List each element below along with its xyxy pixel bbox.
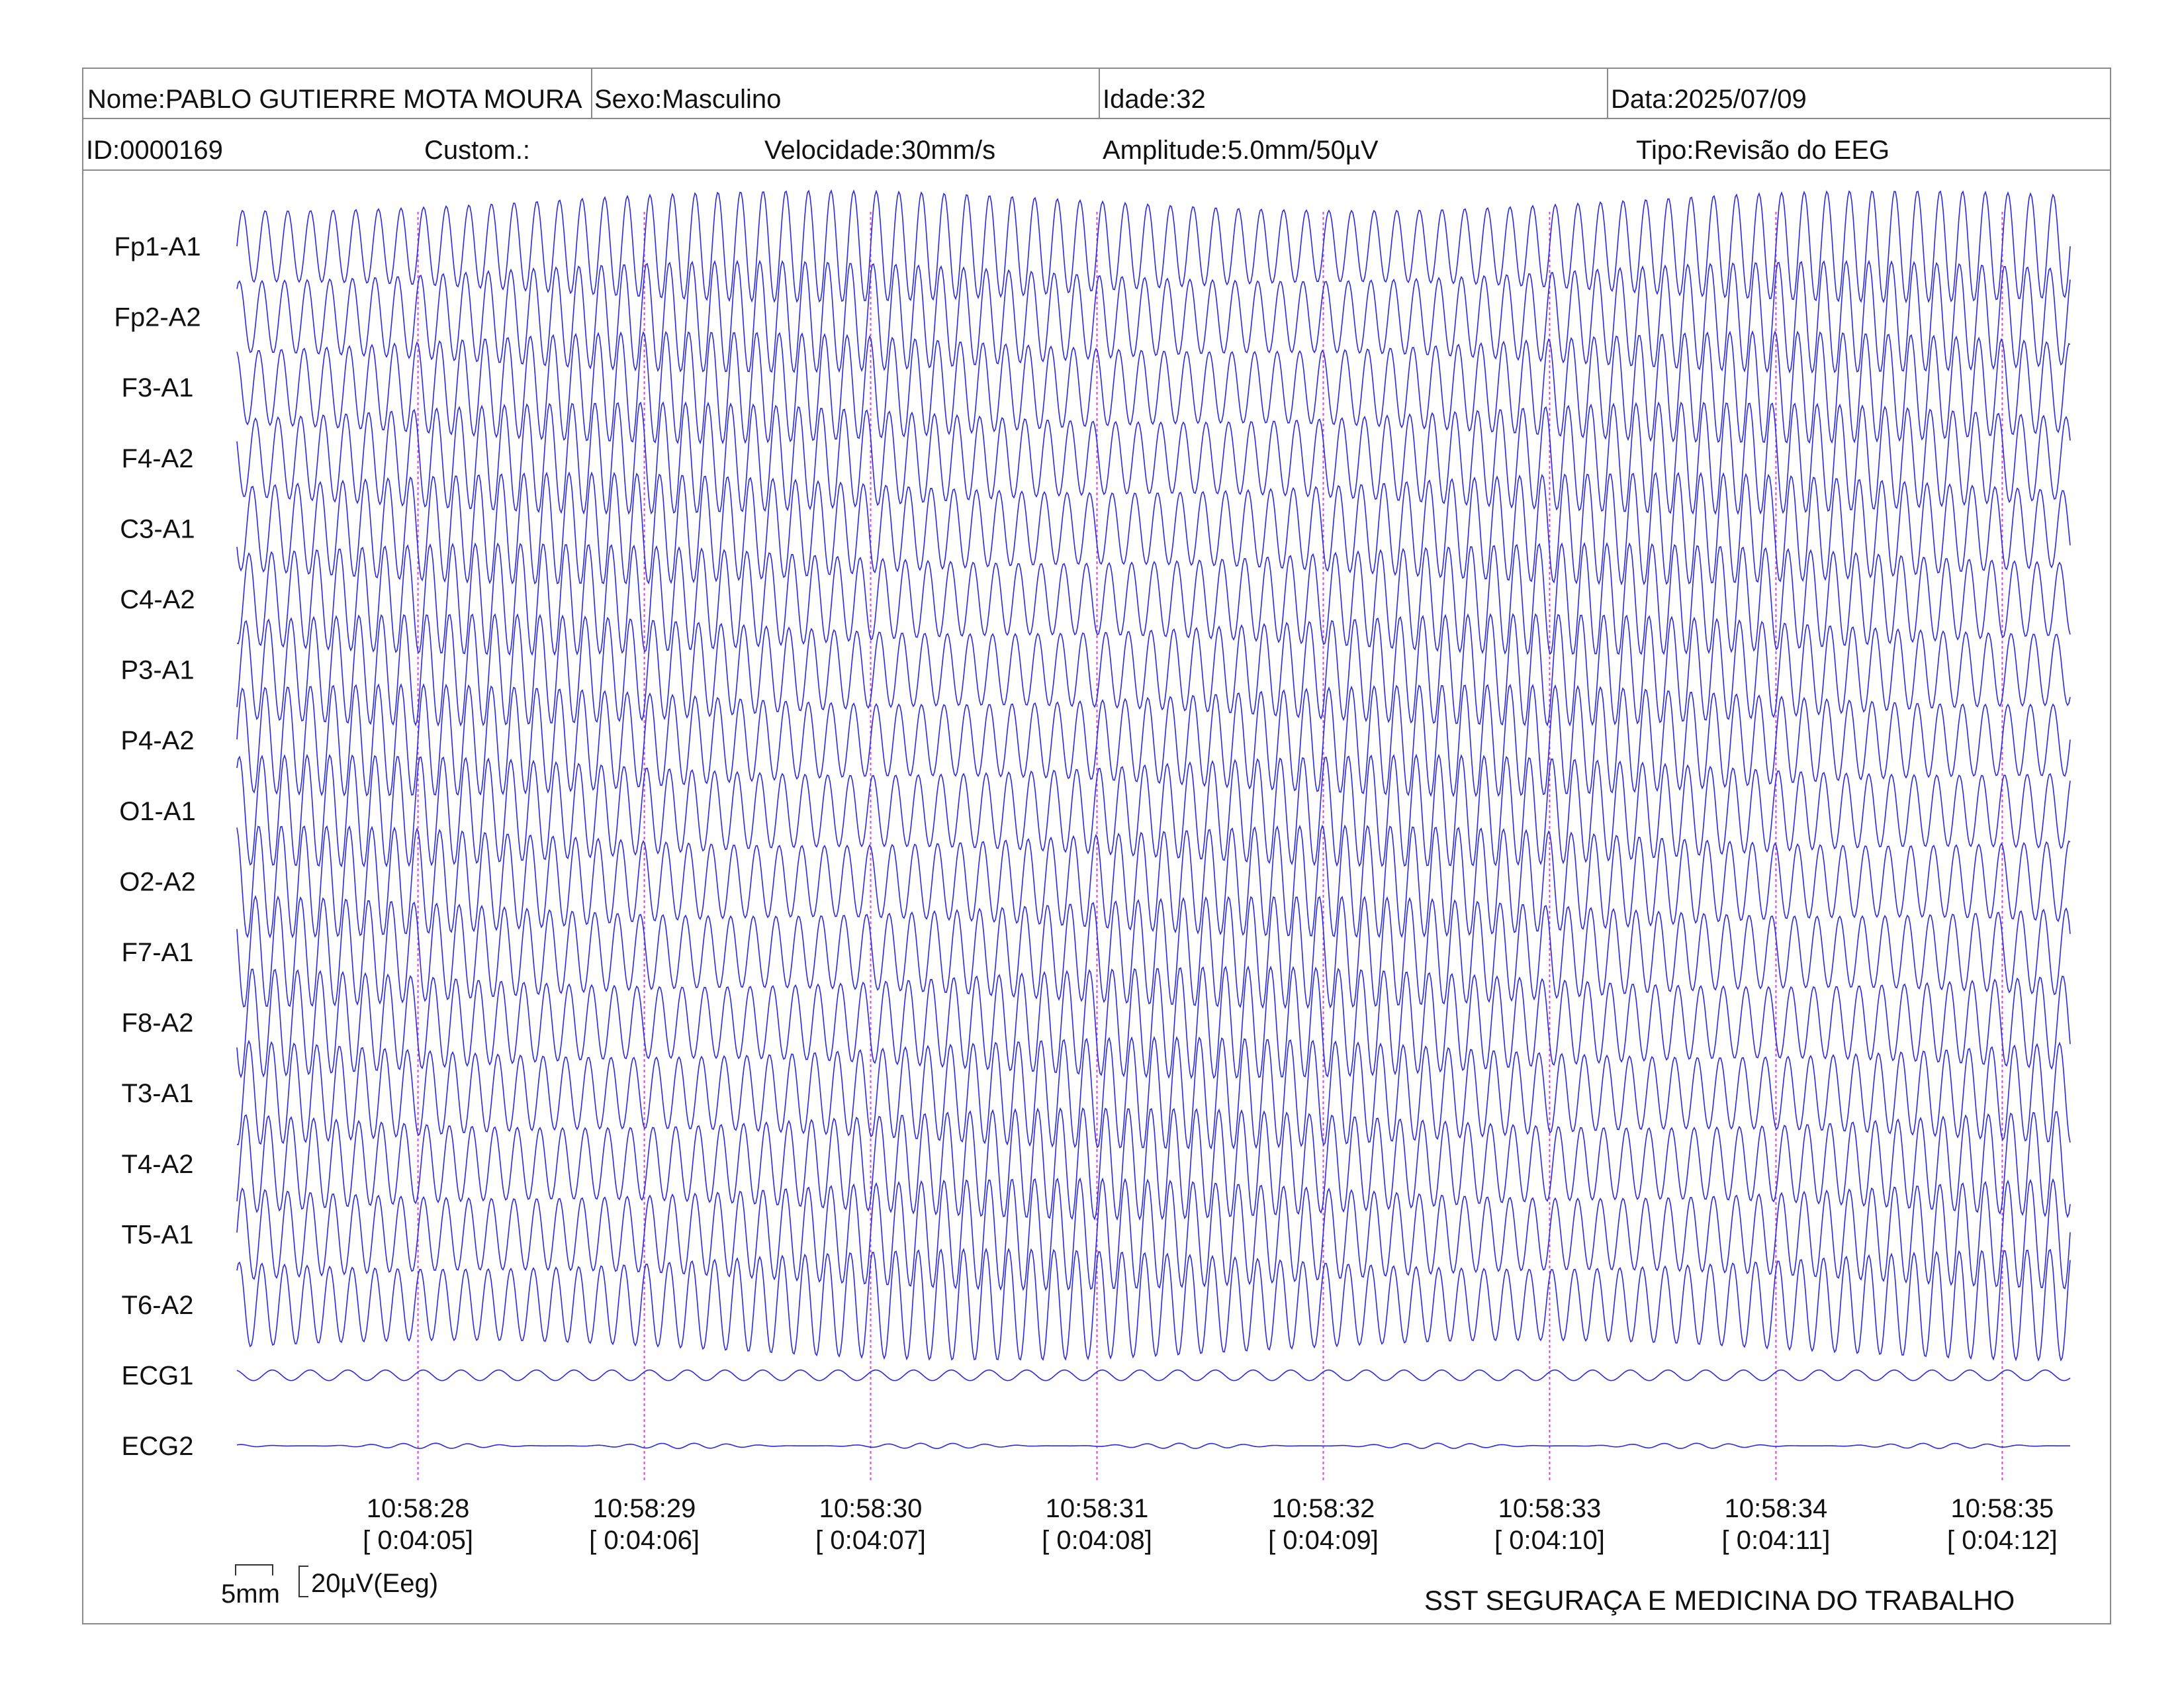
channel-trace xyxy=(236,824,2071,939)
channel-label: T6-A2 xyxy=(122,1291,194,1320)
channel-label: F3-A1 xyxy=(122,373,194,402)
channel-trace xyxy=(236,541,2071,657)
channel-trace xyxy=(236,1442,2070,1450)
calibration-amp-mark xyxy=(298,1566,308,1597)
time-tick-clock: 10:58:31 xyxy=(1046,1494,1149,1523)
channel-label: F4-A2 xyxy=(122,444,194,473)
time-tick-clock: 10:58:32 xyxy=(1272,1494,1375,1523)
calibration-marks xyxy=(235,1564,308,1597)
channel-label: ECG2 xyxy=(122,1432,194,1461)
channel-label: C3-A1 xyxy=(120,514,195,543)
paper-speed: Velocidade:30mm/s xyxy=(764,136,996,165)
time-tick-elapsed: [ 0:04:05] xyxy=(363,1526,473,1555)
channel-label: P3-A1 xyxy=(120,656,194,685)
time-tick-elapsed: [ 0:04:12] xyxy=(1947,1526,2058,1555)
channel-trace xyxy=(236,1369,2071,1382)
patient-id: ID:0000169 xyxy=(86,136,223,165)
time-tick-labels: 10:58:28 [ 0:04:05] 10:58:29 [ 0:04:06] 10:5… xyxy=(363,1494,2058,1555)
channel-label: ECG1 xyxy=(122,1362,194,1391)
channel-traces xyxy=(236,189,2071,1450)
time-tick-clock: 10:58:28 xyxy=(367,1494,470,1523)
channel-label: O2-A2 xyxy=(119,867,196,896)
amplitude-scale: Amplitude:5.0mm/50µV xyxy=(1103,136,1379,165)
patient-sex: Sexo:Masculino xyxy=(594,85,782,114)
patient-age: Idade:32 xyxy=(1103,85,1206,114)
time-tick-clock: 10:58:29 xyxy=(593,1494,696,1523)
calibration-amp-label: 20µV(Eeg) xyxy=(311,1569,439,1598)
organization-footer: SST SEGURAÇA E MEDICINA DO TRABALHO xyxy=(1424,1585,2015,1616)
channel-trace xyxy=(236,471,2071,586)
channel-trace xyxy=(236,895,2071,1009)
time-tick-clock: 10:58:33 xyxy=(1498,1494,1602,1523)
time-tick-elapsed: [ 0:04:06] xyxy=(589,1526,700,1555)
channel-label: Fp2-A2 xyxy=(114,303,201,332)
time-tick-elapsed: [ 0:04:07] xyxy=(815,1526,926,1555)
channel-trace xyxy=(236,682,2071,798)
time-tick-elapsed: [ 0:04:10] xyxy=(1494,1526,1605,1555)
time-tick-clock: 10:58:30 xyxy=(819,1494,923,1523)
recording-date: Data:2025/07/09 xyxy=(1611,85,1807,114)
channel-label: Fp1-A1 xyxy=(114,232,201,261)
channel-label: T5-A1 xyxy=(122,1220,194,1249)
channel-trace xyxy=(236,330,2071,445)
channel-trace xyxy=(236,753,2071,868)
channel-label: F7-A1 xyxy=(122,938,194,967)
channel-trace xyxy=(236,259,2071,374)
channel-labels: Fp1-A1 Fp2-A2 F3-A1 F4-A2 C3-A1 C4-A2 P3-A1 P4-… xyxy=(114,232,201,1461)
custom-field: Custom.: xyxy=(424,136,531,165)
header-row-patient xyxy=(82,68,2111,119)
time-tick-elapsed: [ 0:04:09] xyxy=(1268,1526,1379,1555)
channel-trace xyxy=(236,965,2071,1080)
time-tick-clock: 10:58:34 xyxy=(1725,1494,1828,1523)
channel-label: T3-A1 xyxy=(122,1079,194,1108)
channel-label: F8-A2 xyxy=(122,1009,194,1038)
review-type: Tipo:Revisão do EEG xyxy=(1636,136,1890,165)
calibration-time-mark xyxy=(235,1564,273,1575)
report-frame xyxy=(82,68,2111,1624)
header-divider xyxy=(1607,68,1608,119)
calibration-time-label: 5mm xyxy=(221,1579,280,1609)
channel-trace xyxy=(236,401,2071,516)
header-divider xyxy=(1099,68,1100,119)
channel-trace xyxy=(236,189,2071,304)
time-tick-elapsed: [ 0:04:08] xyxy=(1042,1526,1152,1555)
channel-trace xyxy=(236,1035,2071,1150)
channel-trace xyxy=(236,1107,2071,1221)
channel-label: C4-A2 xyxy=(120,585,195,614)
time-tick-clock: 10:58:35 xyxy=(1951,1494,2054,1523)
time-tick-elapsed: [ 0:04:11] xyxy=(1722,1526,1831,1555)
patient-name: Nome:PABLO GUTIERRE MOTA MOURA xyxy=(87,85,582,114)
channel-trace xyxy=(236,612,2071,727)
channel-label: P4-A2 xyxy=(120,726,194,755)
header-divider xyxy=(591,68,592,119)
channel-label: T4-A2 xyxy=(122,1150,194,1179)
channel-trace xyxy=(236,1247,2071,1362)
header-row-recording xyxy=(82,119,2111,171)
channel-label: O1-A1 xyxy=(119,797,196,826)
channel-trace xyxy=(236,1177,2071,1291)
